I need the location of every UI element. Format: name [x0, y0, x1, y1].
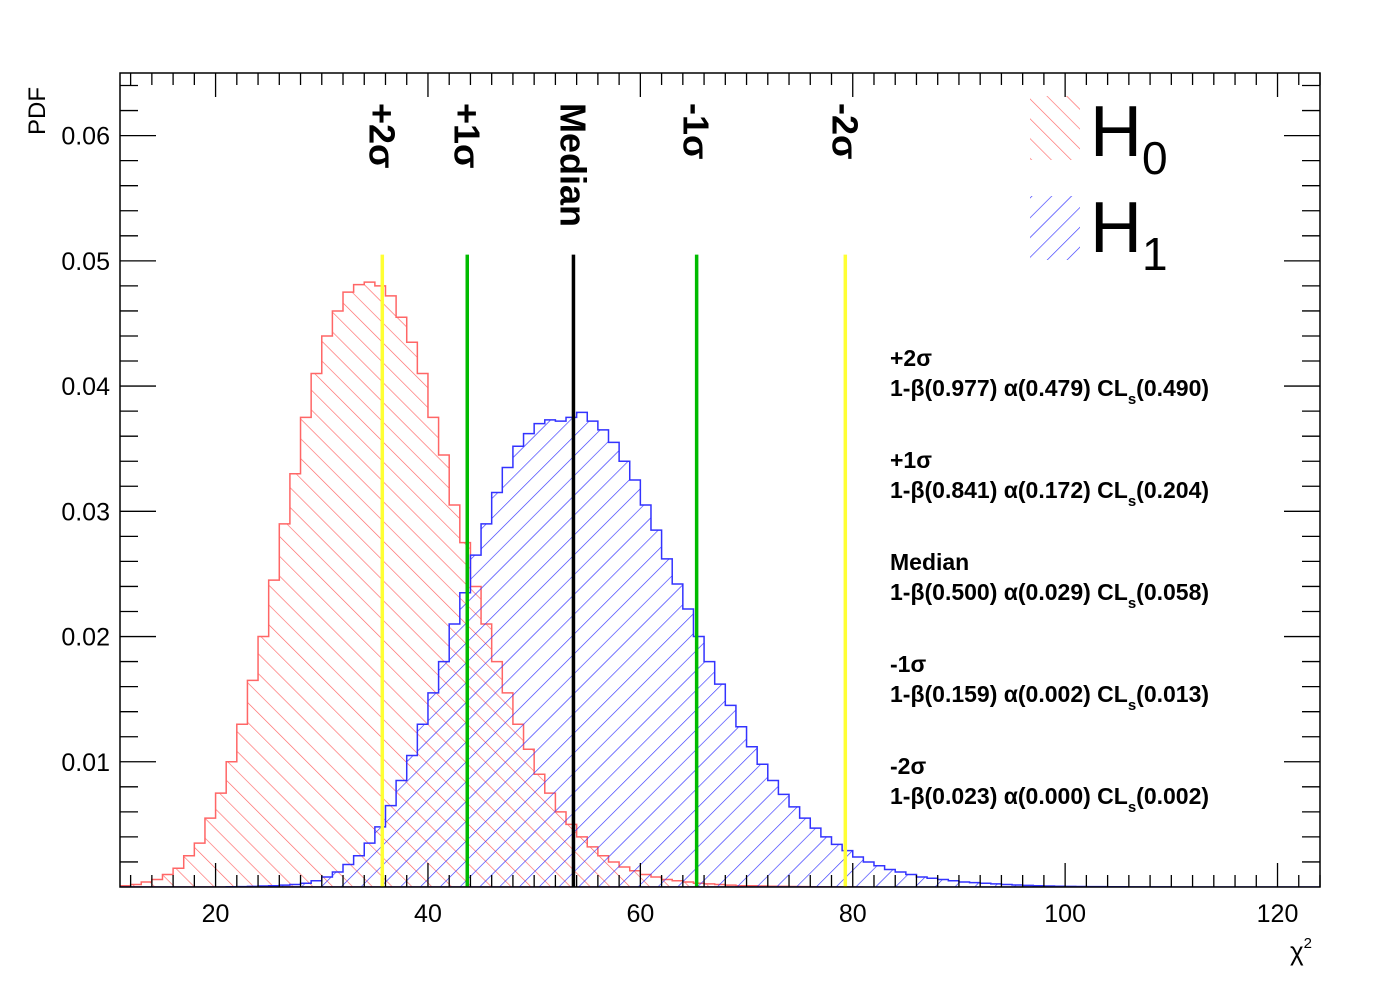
x-tick-label: 20 [202, 900, 230, 928]
legend-label-h1-name: H [1090, 188, 1142, 268]
y-tick-label: 0.02 [61, 624, 110, 652]
annot-title-1: +1σ [890, 447, 932, 473]
x-axis: 20 40 60 80 100 120 [129, 73, 1321, 928]
median-sigma-lines: +2σ +1σ Median -1σ -2σ [361, 103, 865, 887]
vline-label-2: Median [552, 103, 593, 227]
x-tick-label: 60 [626, 900, 654, 928]
legend: H0 H1 [1030, 92, 1168, 280]
annot-values-0: 1-β(0.977) α(0.479) CLs(0.490) [890, 375, 1209, 408]
annot-values-4: 1-β(0.023) α(0.000) CLs(0.002) [890, 783, 1209, 816]
y-tick-label: 0.06 [61, 123, 110, 151]
vline-label-4: -2σ [824, 103, 865, 160]
x-tick-label: 120 [1257, 900, 1299, 928]
annot-values-1: 1-β(0.841) α(0.172) CLs(0.204) [890, 477, 1209, 510]
x-tick-label: 100 [1044, 900, 1086, 928]
vline-label-3: -1σ [676, 103, 717, 160]
legend-label-h1-sub: 1 [1142, 228, 1168, 280]
legend-label-h1: H1 [1090, 188, 1168, 280]
y-tick-label: 0.03 [61, 498, 110, 526]
stats-annotations: +2σ 1-β(0.977) α(0.479) CLs(0.490) +1σ 1-β(… [890, 345, 1209, 816]
legend-label-h0: H0 [1090, 92, 1168, 184]
annot-title-2: Median [890, 549, 969, 575]
y-axis: 0.01 0.02 0.03 0.04 0.05 0.06 [61, 84, 1320, 863]
annot-values-2: 1-β(0.500) α(0.029) CLs(0.058) [890, 579, 1209, 612]
x-tick-label: 80 [839, 900, 867, 928]
x-axis-label-sup: 2 [1304, 935, 1312, 952]
annot-title-0: +2σ [890, 345, 932, 371]
annot-title-4: -2σ [890, 753, 926, 779]
legend-label-h0-sub: 0 [1142, 132, 1168, 184]
y-tick-label: 0.05 [61, 248, 110, 276]
y-tick-label: 0.04 [61, 373, 110, 401]
annot-values-3: 1-β(0.159) α(0.002) CLs(0.013) [890, 681, 1209, 714]
legend-label-h0-name: H [1090, 92, 1142, 172]
vline-label-1: +1σ [446, 103, 487, 169]
annot-title-3: -1σ [890, 651, 926, 677]
x-tick-label: 40 [414, 900, 442, 928]
x-axis-label: χ2 [1290, 935, 1312, 966]
y-axis-label: PDF [24, 87, 51, 135]
plot-frame [119, 72, 1321, 888]
y-tick-label: 0.01 [61, 749, 110, 777]
legend-swatch-h0 [1030, 96, 1080, 160]
vline-label-0: +2σ [361, 103, 402, 169]
legend-swatch-h1 [1030, 196, 1080, 260]
x-axis-label-chi: χ [1290, 936, 1304, 966]
histogram-h1 [120, 411, 1320, 887]
